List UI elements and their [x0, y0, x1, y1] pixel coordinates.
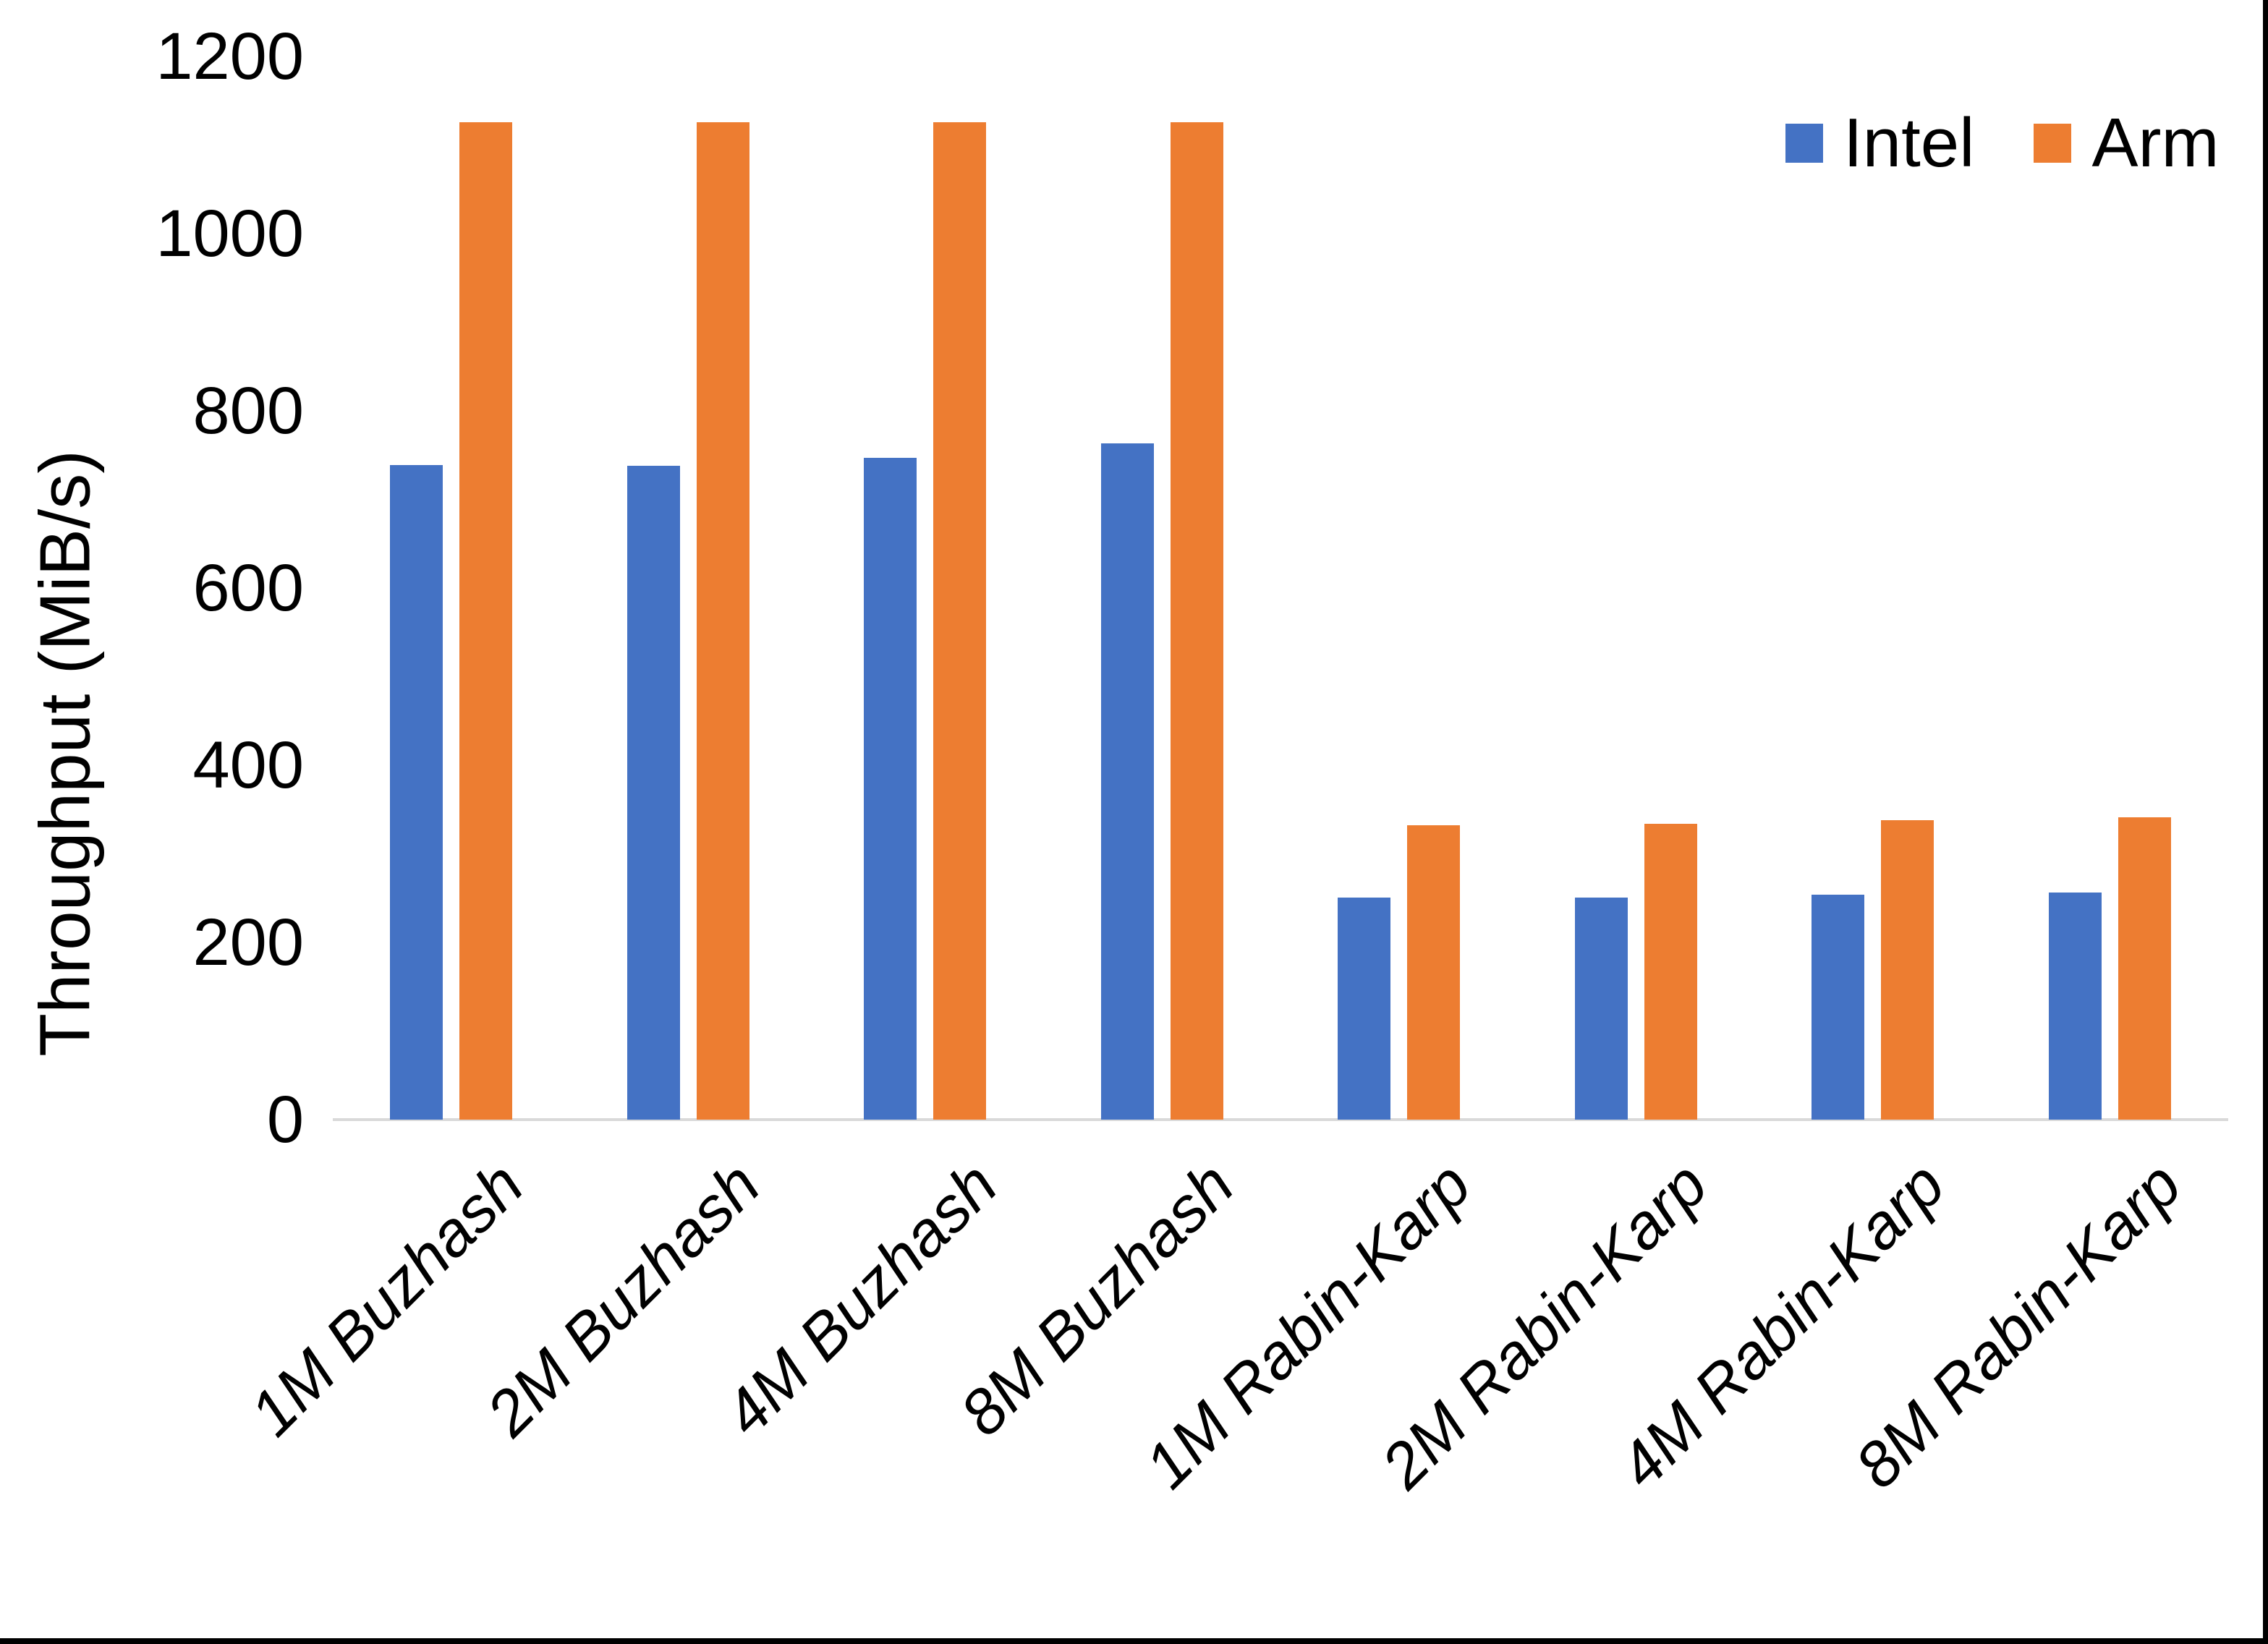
- bar-intel-4m-buzhash: [864, 458, 917, 1120]
- y-tick-label: 800: [192, 374, 305, 448]
- bar-intel-2m-rabin-karp: [1574, 898, 1628, 1120]
- bar-arm-2m-rabin-karp: [1644, 824, 1697, 1120]
- y-tick-label: 600: [192, 551, 305, 625]
- page-edge-right: [2263, 0, 2268, 1644]
- bar-arm-8m-rabin-karp: [2118, 817, 2171, 1120]
- legend-swatch-icon: [1785, 124, 1823, 163]
- bar-intel-2m-buzhash: [627, 466, 680, 1120]
- y-tick-label: 0: [266, 1083, 304, 1157]
- bar-arm-4m-buzhash: [933, 122, 987, 1120]
- bar-intel-8m-buzhash: [1100, 443, 1154, 1120]
- y-tick-label: 400: [192, 728, 305, 802]
- bar-arm-1m-rabin-karp: [1407, 825, 1461, 1120]
- y-tick-label: 1200: [156, 20, 304, 93]
- bar-arm-2m-buzhash: [696, 122, 749, 1120]
- bar-intel-1m-buzhash: [390, 465, 443, 1120]
- bar-intel-8m-rabin-karp: [2048, 893, 2102, 1120]
- page-edge-bottom: [0, 1638, 2268, 1644]
- bar-arm-8m-buzhash: [1170, 122, 1223, 1120]
- legend-label: Arm: [2091, 104, 2220, 182]
- bar-arm-1m-buzhash: [459, 122, 513, 1120]
- y-tick-label: 1000: [156, 197, 304, 271]
- y-tick-label: 200: [192, 906, 305, 979]
- legend-item-intel: Intel: [1785, 108, 1974, 178]
- legend-item-arm: Arm: [2034, 108, 2219, 178]
- bar-intel-4m-rabin-karp: [1812, 895, 1865, 1120]
- legend-swatch-icon: [2034, 124, 2072, 163]
- bar-arm-4m-rabin-karp: [1881, 820, 1934, 1120]
- x-axis-line: [333, 1118, 2228, 1121]
- legend: Intel Arm: [1785, 108, 2219, 178]
- bar-intel-1m-rabin-karp: [1338, 898, 1391, 1120]
- legend-label: Intel: [1843, 104, 1975, 182]
